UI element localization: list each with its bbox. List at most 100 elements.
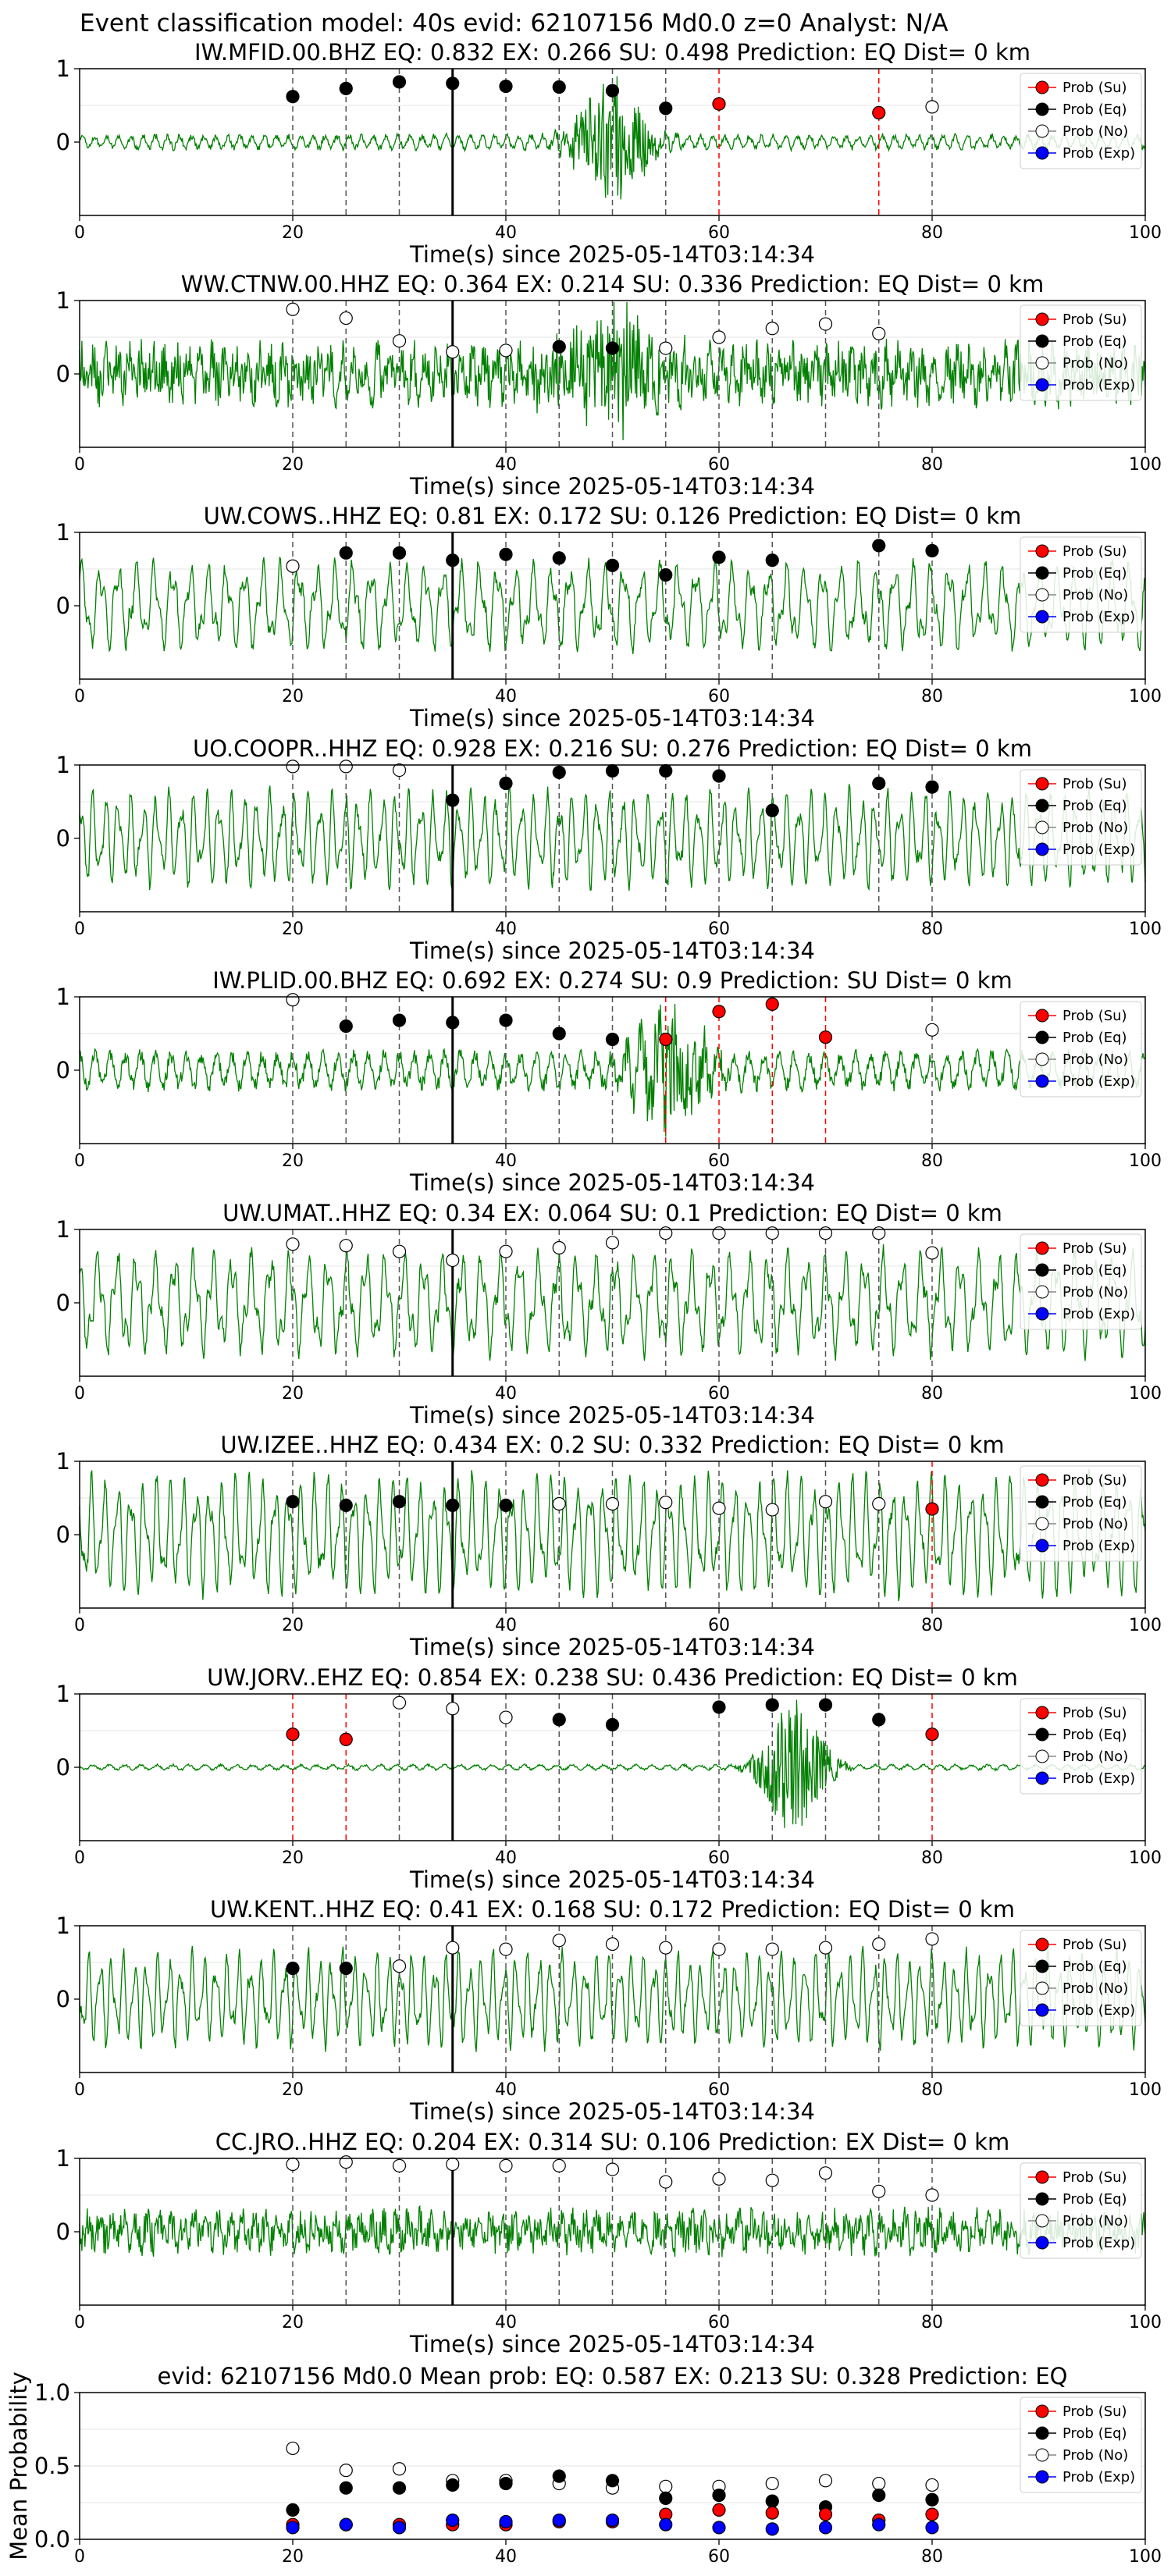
mean-prob-point [605,2474,620,2488]
mean-prob-point [339,2517,353,2532]
station-panel: CC.JRO..HHZ EQ: 0.204 EX: 0.314 SU: 0.10… [56,2129,1162,2357]
prob-marker [446,793,460,807]
legend-label: Prob (No) [1062,587,1128,603]
x-tick-label: 80 [921,1616,943,1635]
legend-marker [1035,820,1049,834]
legend-label: Prob (Su) [1062,776,1127,792]
legend-label: Prob (Exp) [1062,2469,1135,2485]
x-tick-label: 60 [708,223,730,243]
prob-marker [605,1032,620,1047]
legend-marker [1035,1706,1049,1720]
x-tick-label: 100 [1129,2547,1162,2567]
prob-marker [765,1226,779,1240]
x-tick-label: 60 [708,1384,730,1404]
legend-box [1020,73,1142,169]
mean-prob-point [286,2521,300,2535]
x-tick-label: 60 [708,2080,730,2100]
mean-prob-point [818,2474,833,2488]
prob-marker [765,1942,779,1956]
prob-marker [339,1498,353,1513]
legend-marker [1035,1771,1049,1785]
legend-marker [1035,2236,1049,2250]
x-tick-label: 40 [495,455,517,475]
prob-marker [818,1941,833,1955]
x-tick-label: 60 [708,2313,730,2332]
station-panel: WW.CTNW.00.HHZ EQ: 0.364 EX: 0.214 SU: 0… [56,271,1162,500]
x-tick-label: 20 [282,2547,304,2567]
mean-prob-point [712,2489,726,2503]
x-tick-label: 80 [921,223,943,243]
panel-title: IW.MFID.00.BHZ EQ: 0.832 EX: 0.266 SU: 0… [194,39,1030,66]
legend-label: Prob (Eq) [1062,2425,1127,2442]
prob-marker [446,1253,460,1268]
y-tick-label: 1.0 [34,2379,70,2406]
prob-marker [765,1503,779,1517]
panel-title: evid: 62107156 Md0.0 Mean prob: EQ: 0.58… [158,2363,1068,2389]
legend-marker [1035,356,1049,370]
legend-label: Prob (No) [1062,1284,1128,1300]
x-tick-label: 80 [921,920,943,939]
prob-marker [392,1959,407,1973]
legend-box [1020,304,1142,401]
prob-marker [499,547,513,561]
mean-prob-point [925,2521,939,2535]
panel-title: UO.COOPR..HHZ EQ: 0.928 EX: 0.216 SU: 0.… [193,735,1032,762]
legend-label: Prob (No) [1062,2447,1128,2464]
prob-marker [446,1498,460,1513]
prob-marker [446,553,460,568]
prob-marker [659,1496,673,1510]
legend-label: Prob (Eq) [1062,1959,1127,1975]
panel-title: IW.PLID.00.BHZ EQ: 0.692 EX: 0.274 SU: 0… [212,967,1013,994]
legend-marker [1035,2448,1049,2462]
y-tick-label: 1 [56,984,70,1010]
prob-marker [712,550,726,564]
legend-box [1020,2162,1142,2259]
prob-marker [605,763,620,778]
legend-label: Prob (Eq) [1062,2191,1127,2208]
prob-marker [659,1226,673,1240]
prob-marker [446,1941,460,1955]
legend-box [1020,1001,1142,1098]
legend-marker [1035,146,1049,160]
legend-marker [1035,1727,1049,1742]
legend-label: Prob (Su) [1062,1008,1127,1024]
prob-marker [818,1698,833,1712]
x-tick-label: 100 [1129,455,1162,475]
prob-marker [286,760,300,774]
legend-label: Prob (Su) [1062,1937,1127,1953]
prob-marker [552,1713,566,1727]
legend-box [1020,2396,1142,2493]
x-tick-label: 60 [708,2547,730,2567]
y-tick-label: 1 [56,1912,70,1939]
x-tick-label: 80 [921,687,943,706]
prob-marker [286,993,300,1007]
x-axis-label: Time(s) since 2025-05-14T03:14:34 [409,1402,815,1429]
prob-marker [925,780,939,794]
legend-marker [1035,2192,1049,2206]
mean-prob-point [872,2489,886,2503]
prob-marker [659,1941,673,1955]
prob-marker [339,1961,353,1976]
legend-marker [1035,1517,1049,1531]
mean-prob-point [818,2507,833,2521]
x-tick-label: 40 [495,1384,517,1404]
x-tick-label: 0 [74,920,85,939]
prob-marker [552,1240,566,1255]
prob-marker [499,79,513,94]
prob-marker [872,539,886,553]
prob-marker [659,101,673,116]
x-tick-label: 0 [74,2313,85,2332]
legend-marker [1035,610,1049,624]
prob-marker [392,763,407,777]
legend-label: Prob (Exp) [1062,609,1135,625]
prob-marker [339,546,353,560]
prob-marker [765,2173,779,2187]
prob-marker [499,1013,513,1027]
waveform-trace [79,2204,1146,2258]
prob-marker [499,1244,513,1258]
panel-title: UW.IZEE..HHZ EQ: 0.434 EX: 0.2 SU: 0.332… [220,1432,1004,1458]
y-tick-label: 0 [56,2218,70,2245]
y-tick-label: 0 [56,1986,70,2012]
x-tick-label: 80 [921,2313,943,2332]
